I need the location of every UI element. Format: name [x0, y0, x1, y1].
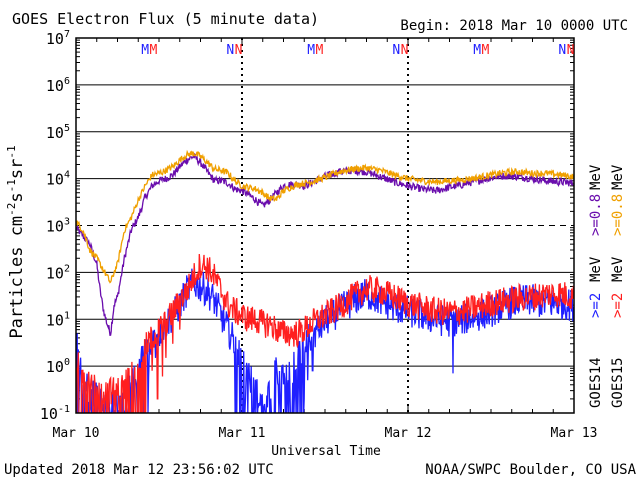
series-line-2: [76, 149, 574, 284]
event-marker: M: [141, 43, 149, 58]
event-marker: M: [150, 43, 158, 58]
legend: >=0.8 >=0.8 MeV MeV >=2 >=2 MeV MeV GOES…: [588, 164, 626, 408]
legend-goes15-low-label: >=0.8: [610, 194, 626, 236]
x-tick-label: Mar 12: [385, 426, 432, 441]
legend-high-unit: MeV: [588, 256, 604, 282]
legend-goes14-low: >=0.8: [588, 194, 604, 236]
legend-goes14-high: >=2: [588, 293, 604, 318]
legend-low-unit-2: MeV: [610, 164, 626, 190]
x-tick-label: Mar 11: [219, 426, 266, 441]
event-marker: N: [401, 43, 409, 58]
begin-time: Begin: 2018 Mar 10 0000 UTC: [400, 18, 628, 34]
legend-goes15-high: >=2: [610, 293, 626, 318]
legend-high-unit-2: MeV: [610, 256, 626, 282]
credit: NOAA/SWPC Boulder, CO USA: [425, 462, 636, 478]
series-line-1: [76, 152, 574, 337]
legend-goes15-sat: GOES15: [610, 357, 626, 408]
series-line-4: [76, 253, 574, 413]
event-marker: N: [392, 43, 400, 58]
y-tick-label: 10-1: [40, 404, 70, 423]
y-tick-label: 105: [46, 123, 70, 142]
legend-goes15-low: >=0.8: [610, 194, 626, 236]
plot-frame: [75, 37, 575, 414]
event-marker: N: [567, 43, 575, 58]
event-marker: N: [226, 43, 234, 58]
y-tick-label: 101: [46, 310, 70, 329]
y-tick-label: 100: [46, 357, 70, 376]
y-tick-label: 106: [46, 76, 70, 95]
updated-time: Updated 2018 Mar 12 23:56:02 UTC: [4, 462, 274, 478]
chart-title: GOES Electron Flux (5 minute data): [12, 10, 319, 28]
x-axis-label: Universal Time: [271, 444, 381, 459]
event-marker: M: [316, 43, 324, 58]
y-tick-label: 102: [46, 263, 70, 282]
y-axis-label: Particles cm-2s-1sr-1: [5, 145, 27, 338]
event-marker: M: [482, 43, 490, 58]
x-tick-label: Mar 13: [551, 426, 598, 441]
legend-goes14-sat: GOES14: [588, 357, 604, 408]
event-marker: M: [473, 43, 481, 58]
y-tick-label: 103: [46, 217, 70, 236]
event-marker: N: [235, 43, 243, 58]
legend-goes14-low-label: >=0.8: [588, 194, 604, 236]
x-tick-label: Mar 10: [53, 426, 100, 441]
y-tick-label: 104: [46, 170, 70, 189]
y-tick-label: 107: [46, 29, 70, 48]
plot-area: 10-1 100 101 102 103 104 105 106 107 Mar 10 Mar 11…: [40, 29, 598, 441]
legend-low-unit: MeV: [588, 164, 604, 190]
event-marker: N: [558, 43, 566, 58]
event-marker: M: [307, 43, 315, 58]
